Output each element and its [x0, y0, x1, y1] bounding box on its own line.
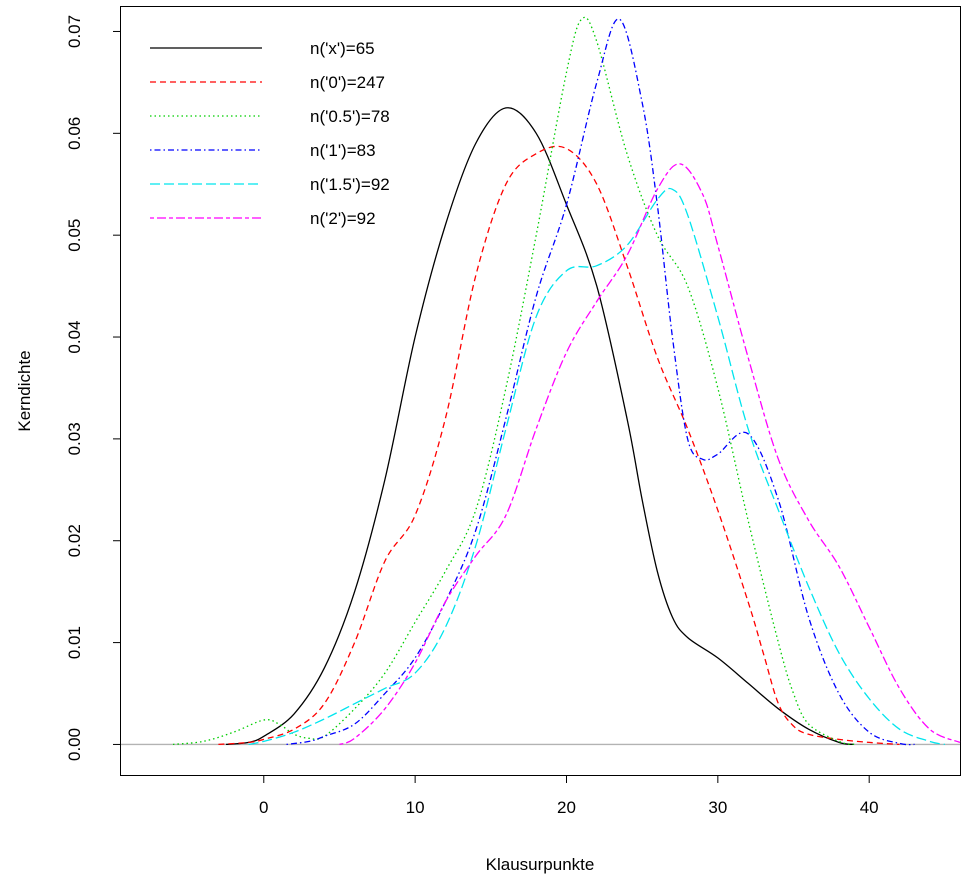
- series-layer: [172, 16, 961, 746]
- y-axis-label: Kerndichte: [15, 350, 34, 431]
- y-axis: 0.00 0.01 0.02 0.03 0.04 0.05 0.06 0.07: [65, 15, 120, 761]
- x-axis-label: Klausurpunkte: [486, 855, 595, 874]
- x-tick-label: 40: [860, 798, 879, 817]
- y-tick-label: 0.03: [65, 422, 84, 455]
- x-tick-label: 10: [406, 798, 425, 817]
- y-tick-label: 0.05: [65, 219, 84, 252]
- series-line-0: [225, 107, 855, 746]
- legend-entry-4: n('1.5')=92: [310, 175, 390, 194]
- legend-entry-1: n('0')=247: [310, 73, 385, 92]
- plot-frame: [120, 6, 961, 776]
- y-tick-label: 0.02: [65, 524, 84, 557]
- legend-entry-2: n('0.5')=78: [310, 107, 390, 126]
- y-tick-label: 0.01: [65, 626, 84, 659]
- series-line-4: [248, 187, 946, 746]
- series-line-5: [339, 163, 961, 746]
- y-tick-label: 0.04: [65, 320, 84, 353]
- series-line-2: [172, 16, 855, 746]
- legend-entry-3: n('1')=83: [310, 141, 376, 160]
- series-line-1: [218, 145, 900, 746]
- x-tick-label: 30: [708, 798, 727, 817]
- x-tick-label: 0: [259, 798, 268, 817]
- y-tick-label: 0.00: [65, 728, 84, 761]
- y-tick-label: 0.06: [65, 117, 84, 150]
- y-tick-label: 0.07: [65, 15, 84, 48]
- legend: n('x')=65 n('0')=247 n('0.5')=78 n('1')=83 n…: [150, 39, 390, 228]
- legend-entry-0: n('x')=65: [310, 39, 375, 58]
- x-axis: 0 10 20 30 40: [259, 776, 879, 817]
- legend-entry-5: n('2')=92: [310, 209, 376, 228]
- x-tick-label: 20: [557, 798, 576, 817]
- series-line-3: [286, 18, 915, 746]
